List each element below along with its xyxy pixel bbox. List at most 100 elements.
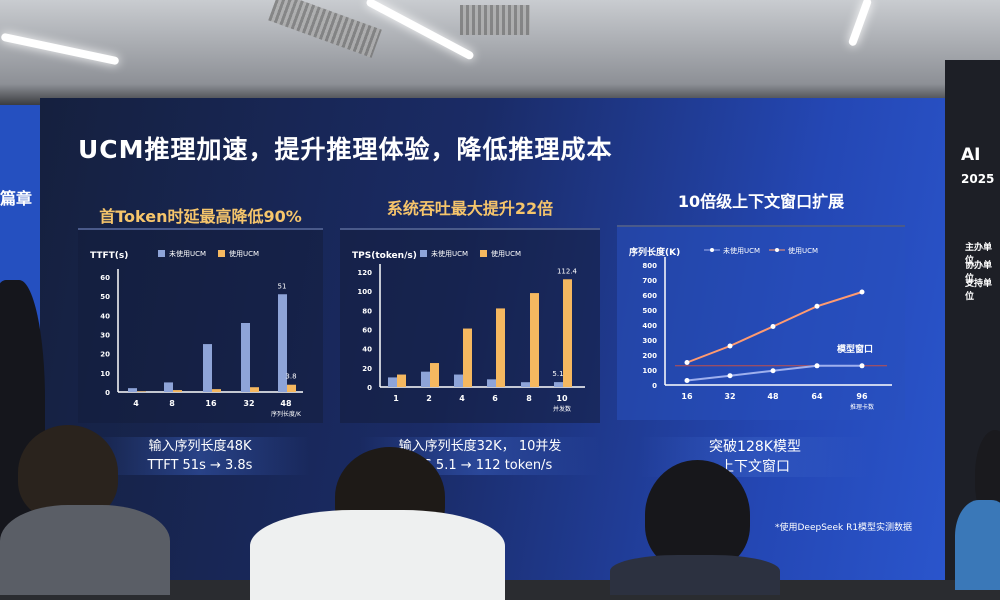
caption-ttft: 输入序列长度48K TTFT 51s → 3.8s: [90, 437, 310, 475]
bar: [173, 390, 182, 392]
x-tick-label: 32: [243, 399, 254, 408]
y-tick-label: 60: [100, 274, 110, 282]
x-tick-label: 16: [205, 399, 217, 408]
model-window-label: 模型窗口: [837, 343, 873, 355]
context-chart-panel: 序列长度(K) 0 100 200 300 400 500 600 700 800 16 32 48 64…: [617, 225, 905, 420]
data-label: 51: [278, 282, 287, 290]
y-axis-label: TPS(token/s): [352, 251, 417, 261]
legend-label: 未使用UCM: [431, 249, 468, 258]
legend-swatch: [480, 250, 487, 257]
x-tick-label: 8: [526, 394, 532, 403]
y-tick-label: 500: [642, 307, 657, 315]
data-point: [814, 363, 820, 369]
y-tick-label: 80: [362, 307, 372, 315]
right-screen-line: 协办单位: [965, 261, 993, 284]
caption-line: 突破128K模型: [709, 439, 801, 455]
bar: [496, 308, 505, 387]
caption-line: 输入序列长度48K: [148, 439, 252, 454]
legend-label: 使用UCM: [788, 246, 818, 255]
throughput-chart-panel: TPS(token/s) 0 20 40 60 80 100 120 1 2 4 6 8 10 并发数 未使用…: [340, 228, 600, 423]
bar: [563, 279, 572, 387]
bar: [203, 344, 212, 392]
x-tick-label: 8: [169, 399, 175, 408]
caption-line: 上下文窗口: [720, 459, 790, 475]
y-axis-label: TTFT(s): [90, 251, 128, 261]
ttft-chart-panel: TTFT(s) 0 10 20 30 40 50 60 4 8 16 32 48 序列长度/K 未使用UCM…: [78, 228, 323, 423]
y-tick-label: 100: [357, 288, 372, 296]
context-line-chart: 序列长度(K) 0 100 200 300 400 500 600 700 800 16 32 48 64…: [629, 246, 892, 411]
bar: [137, 391, 146, 392]
right-screen: AI 2025 主办单位 协办单位 支持单位: [945, 60, 1000, 580]
data-point: [684, 360, 690, 365]
data-label: 3.8: [285, 373, 296, 381]
y-tick-label: 10: [100, 370, 110, 378]
y-tick-label: 20: [362, 365, 372, 373]
x-tick-label: 48: [280, 399, 292, 408]
x-tick-label: 2: [426, 394, 432, 403]
y-tick-label: 30: [100, 332, 110, 340]
x-axis-label: 序列长度/K: [271, 410, 302, 418]
bar: [454, 374, 463, 387]
audience-body: [0, 505, 170, 595]
panel-title-ttft: 首Token时延最高降低90%: [99, 207, 302, 226]
bar: [128, 388, 137, 392]
data-point: [814, 303, 820, 309]
data-point: [684, 378, 690, 383]
throughput-bar-chart: TPS(token/s) 0 20 40 60 80 100 120 1 2 4 6 8 10 并发数 未使用…: [352, 249, 585, 413]
legend-label: 未使用UCM: [169, 249, 206, 258]
data-point: [859, 289, 865, 295]
x-axis-label: 推理卡数: [850, 403, 874, 411]
legend-swatch: [218, 250, 225, 257]
bar: [430, 363, 439, 387]
bar: [278, 294, 287, 392]
right-screen-line: 支持单位: [965, 279, 993, 302]
data-point: [770, 368, 776, 374]
y-tick-label: 0: [367, 384, 372, 392]
caption-line: TPS 5.1 → 112 token/s: [407, 458, 553, 473]
y-tick-label: 120: [357, 269, 372, 277]
bar: [554, 382, 563, 387]
caption-line: 输入序列长度32K， 10并发: [398, 439, 562, 454]
bar: [287, 384, 296, 392]
y-tick-label: 700: [642, 277, 657, 285]
x-tick-label: 10: [556, 394, 568, 403]
bar: [388, 377, 397, 387]
bar: [397, 374, 406, 387]
series-line: [686, 364, 862, 382]
y-tick-label: 40: [362, 346, 372, 354]
right-screen-line: 主办单位: [965, 243, 993, 266]
audience-body: [250, 510, 505, 600]
bar: [212, 389, 221, 392]
legend-marker: [775, 248, 779, 252]
audience-head: [645, 460, 750, 570]
x-tick-label: 48: [767, 392, 779, 401]
legend-marker: [710, 248, 714, 252]
data-point: [727, 373, 733, 379]
x-tick-label: 4: [459, 394, 465, 403]
left-edge-text: 篇章: [0, 189, 33, 208]
bar: [164, 382, 173, 392]
y-tick-label: 50: [100, 293, 110, 301]
legend-label: 使用UCM: [229, 249, 259, 258]
caption-line: TTFT 51s → 3.8s: [147, 458, 253, 473]
y-tick-label: 400: [642, 322, 657, 330]
x-tick-label: 64: [811, 392, 823, 401]
x-tick-label: 6: [492, 394, 498, 403]
bar: [250, 387, 259, 392]
bar: [421, 371, 430, 387]
bar: [521, 382, 530, 387]
data-point: [859, 363, 865, 369]
data-label: 112.4: [557, 267, 578, 275]
x-tick-label: 32: [724, 392, 735, 401]
x-tick-label: 4: [133, 399, 139, 408]
legend-label: 使用UCM: [491, 249, 521, 258]
x-tick-label: 16: [681, 392, 693, 401]
right-screen-subtitle: 2025: [961, 172, 995, 186]
right-screen-title: AI: [961, 145, 981, 165]
bar: [530, 293, 539, 387]
slide-title: UCM推理加速，提升推理体验，降低推理成本: [78, 135, 613, 164]
footnote: *使用DeepSeek R1模型实测数据: [775, 523, 913, 533]
legend-swatch: [420, 250, 427, 257]
bar: [463, 328, 472, 387]
